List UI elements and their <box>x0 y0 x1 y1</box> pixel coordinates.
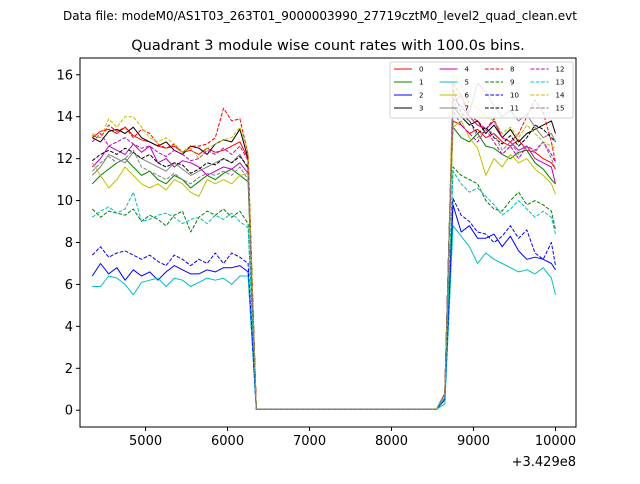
axes-frame <box>79 57 577 428</box>
y-tick-label: 12 <box>56 152 73 167</box>
y-tick-label: 16 <box>56 68 73 83</box>
y-tick-label: 6 <box>65 278 73 293</box>
plot-area <box>91 72 556 410</box>
x-axis-offset-label: +3.429e8 <box>512 455 576 470</box>
x-tick-label: 5000 <box>129 434 162 449</box>
x-tick-label: 8000 <box>375 434 408 449</box>
x-tick-label: 9000 <box>457 434 490 449</box>
legend-label: 7 <box>465 105 469 113</box>
legend-label: 12 <box>556 66 565 74</box>
legend-label: 5 <box>465 79 469 87</box>
legend-label: 6 <box>465 92 470 100</box>
series-line-10 <box>91 198 556 410</box>
legend-label: 14 <box>556 92 565 100</box>
chart-title: Quadrant 3 module wise count rates with … <box>131 38 525 54</box>
legend-label: 4 <box>465 66 470 74</box>
x-tick-label: 6000 <box>211 434 244 449</box>
y-tick-label: 14 <box>56 110 73 125</box>
legend-label: 11 <box>510 105 519 113</box>
y-tick-label: 8 <box>65 236 73 251</box>
legend-label: 9 <box>510 79 514 87</box>
legend-label: 13 <box>556 79 565 87</box>
series-line-15 <box>91 99 556 410</box>
x-tick-label: 10000 <box>535 434 576 449</box>
chart-suptitle: Data file: modeM0/AS1T03_263T01_90000039… <box>63 9 577 23</box>
legend-label: 10 <box>510 92 519 100</box>
y-tick-label: 2 <box>65 362 73 377</box>
legend-box <box>389 61 574 119</box>
legend-label: 15 <box>556 105 565 113</box>
legend-label: 0 <box>419 66 423 74</box>
legend-label: 2 <box>419 92 423 100</box>
legend-label: 1 <box>419 79 423 87</box>
x-tick-label: 7000 <box>293 434 326 449</box>
y-tick-label: 10 <box>56 194 73 209</box>
series-line-13 <box>91 170 556 410</box>
y-tick-label: 0 <box>65 404 73 419</box>
y-tick-label: 4 <box>65 320 73 335</box>
series-line-12 <box>91 109 556 410</box>
legend-label: 3 <box>419 105 423 113</box>
legend-label: 8 <box>510 66 514 74</box>
